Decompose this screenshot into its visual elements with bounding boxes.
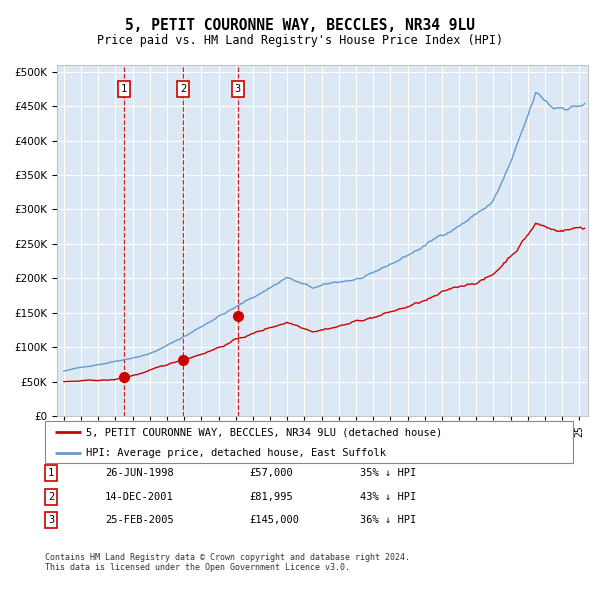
Text: 43% ↓ HPI: 43% ↓ HPI (360, 492, 416, 502)
Text: HPI: Average price, detached house, East Suffolk: HPI: Average price, detached house, East… (86, 448, 386, 457)
Text: 3: 3 (48, 516, 54, 525)
Text: 1: 1 (48, 468, 54, 478)
Text: 3: 3 (235, 84, 241, 94)
Text: 1: 1 (121, 84, 127, 94)
Text: £145,000: £145,000 (249, 516, 299, 525)
Text: 5, PETIT COURONNE WAY, BECCLES, NR34 9LU: 5, PETIT COURONNE WAY, BECCLES, NR34 9LU (125, 18, 475, 32)
Text: 36% ↓ HPI: 36% ↓ HPI (360, 516, 416, 525)
Text: 35% ↓ HPI: 35% ↓ HPI (360, 468, 416, 478)
Text: Contains HM Land Registry data © Crown copyright and database right 2024.: Contains HM Land Registry data © Crown c… (45, 553, 410, 562)
Text: 2: 2 (180, 84, 187, 94)
Text: This data is licensed under the Open Government Licence v3.0.: This data is licensed under the Open Gov… (45, 563, 350, 572)
Text: 5, PETIT COURONNE WAY, BECCLES, NR34 9LU (detached house): 5, PETIT COURONNE WAY, BECCLES, NR34 9LU… (86, 427, 442, 437)
Text: £81,995: £81,995 (249, 492, 293, 502)
Text: Price paid vs. HM Land Registry's House Price Index (HPI): Price paid vs. HM Land Registry's House … (97, 34, 503, 47)
Text: 2: 2 (48, 492, 54, 502)
Text: 26-JUN-1998: 26-JUN-1998 (105, 468, 174, 478)
Text: 25-FEB-2005: 25-FEB-2005 (105, 516, 174, 525)
Text: 14-DEC-2001: 14-DEC-2001 (105, 492, 174, 502)
Text: £57,000: £57,000 (249, 468, 293, 478)
